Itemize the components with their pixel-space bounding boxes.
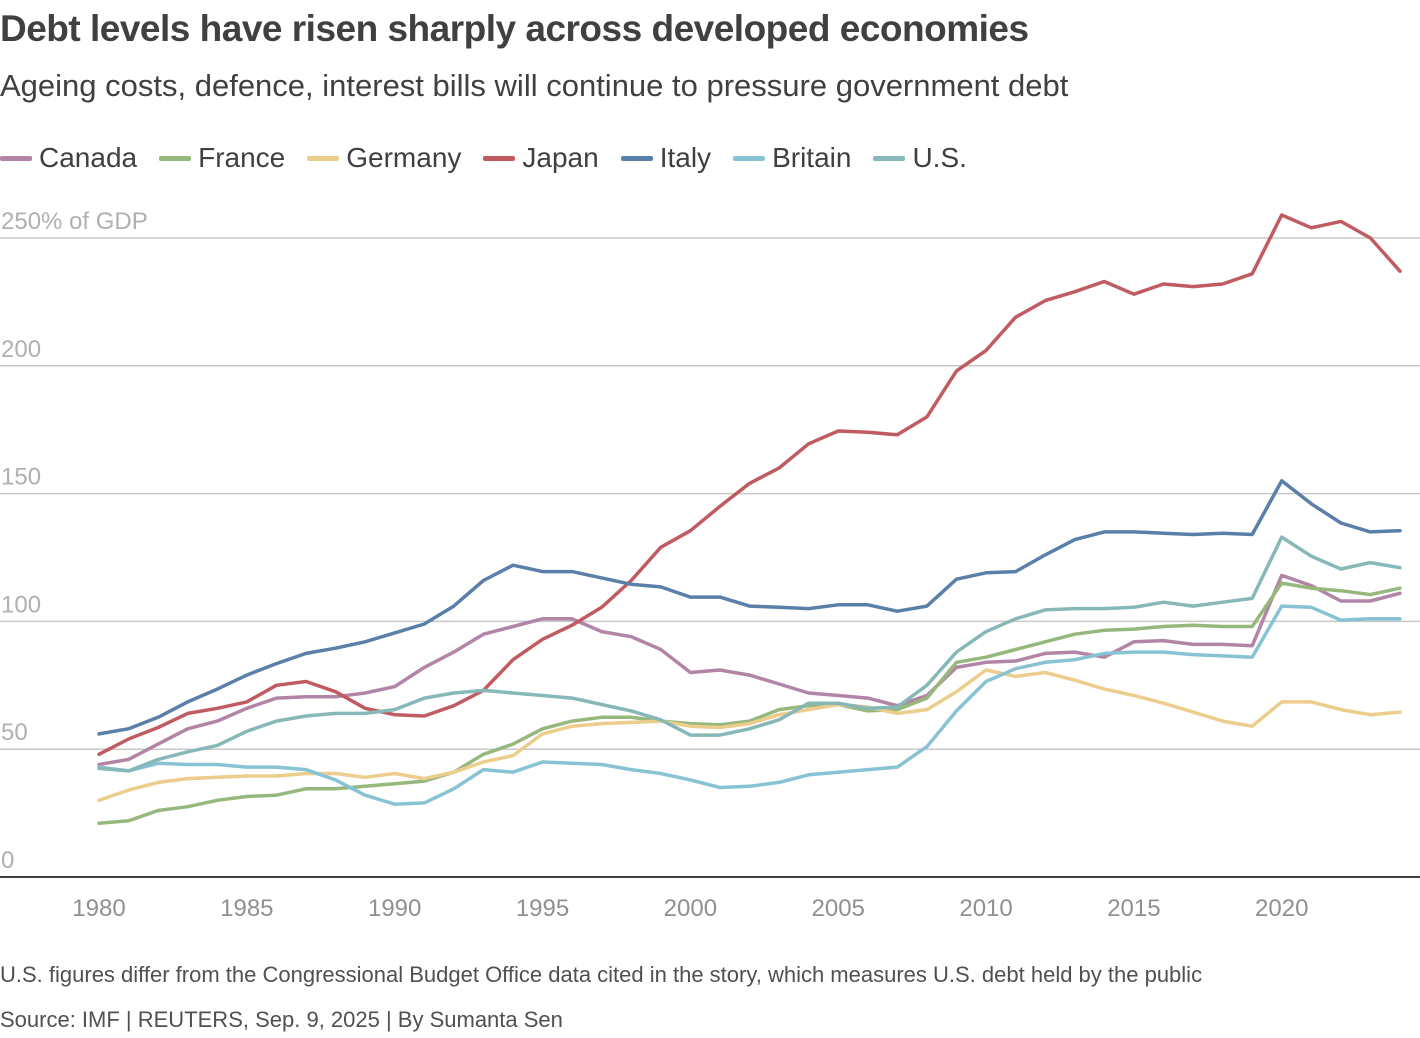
y-axis-tick-labels: 250% of GDP 200 150 100 50 0 xyxy=(1,208,148,874)
chart-source: Source: IMF | REUTERS, Sep. 9, 2025 | By… xyxy=(0,1007,563,1032)
x-tick-label: 2000 xyxy=(664,895,717,922)
legend-label: Britain xyxy=(772,142,852,173)
chart-legend: Canada France Germany Japan Italy Britain U.S. xyxy=(0,140,989,176)
legend-label: U.S. xyxy=(912,142,967,173)
legend-label: Italy xyxy=(659,142,712,173)
legend-item: Japan xyxy=(483,142,599,174)
series-line-italy xyxy=(97,479,1402,736)
chart-footnote: U.S. figures differ from the Congression… xyxy=(0,962,1203,987)
y-tick-label: 50 xyxy=(1,719,28,746)
legend-swatch xyxy=(483,155,516,161)
legend-swatch xyxy=(0,155,32,161)
legend-label: Germany xyxy=(346,142,462,173)
legend-label: Japan xyxy=(522,142,599,173)
legend-swatch xyxy=(873,155,906,161)
legend-label: France xyxy=(198,142,286,173)
legend-label: Canada xyxy=(39,142,138,173)
x-axis-tick-labels: 1980 1985 1990 1995 2000 2005 2010 2015 2020 xyxy=(72,895,1308,922)
y-tick-label: 150 xyxy=(1,464,41,491)
y-tick-label: 250% of GDP xyxy=(1,208,148,235)
series-line-canada xyxy=(97,573,1402,767)
legend-swatch xyxy=(159,155,192,161)
x-tick-label: 1985 xyxy=(220,895,273,922)
series-line-france xyxy=(97,581,1402,826)
chart-title: Debt levels have risen sharply across de… xyxy=(0,8,1029,49)
y-tick-label: 100 xyxy=(1,591,41,618)
x-tick-label: 1980 xyxy=(72,895,125,922)
x-tick-label: 2020 xyxy=(1255,895,1308,922)
legend-item: Italy xyxy=(620,142,712,174)
x-tick-label: 2005 xyxy=(812,895,865,922)
gridlines xyxy=(0,237,1420,878)
x-tick-label: 1990 xyxy=(368,895,421,922)
legend-item: France xyxy=(159,142,285,174)
series-line-japan xyxy=(97,213,1402,757)
y-tick-label: 200 xyxy=(1,336,41,363)
y-tick-label: 0 xyxy=(1,847,14,874)
legend-swatch xyxy=(307,155,340,161)
series-lines xyxy=(97,213,1402,826)
legend-swatch xyxy=(620,155,653,161)
series-line-germany xyxy=(97,668,1402,803)
legend-item: Britain xyxy=(733,142,851,174)
line-chart: 250% of GDP 200 150 100 50 0 1980 1985 1990 1995… xyxy=(0,208,1420,922)
x-tick-label: 1995 xyxy=(516,895,569,922)
series-line-u-s xyxy=(97,535,1402,773)
legend-item: Canada xyxy=(0,142,137,174)
x-tick-label: 2015 xyxy=(1107,895,1160,922)
legend-swatch xyxy=(733,155,766,161)
x-tick-label: 2010 xyxy=(959,895,1012,922)
chart-subtitle: Ageing costs, defence, interest bills wi… xyxy=(0,68,1069,103)
series-line-britain xyxy=(97,604,1402,806)
legend-item: U.S. xyxy=(873,142,967,174)
legend-item: Germany xyxy=(307,142,461,174)
